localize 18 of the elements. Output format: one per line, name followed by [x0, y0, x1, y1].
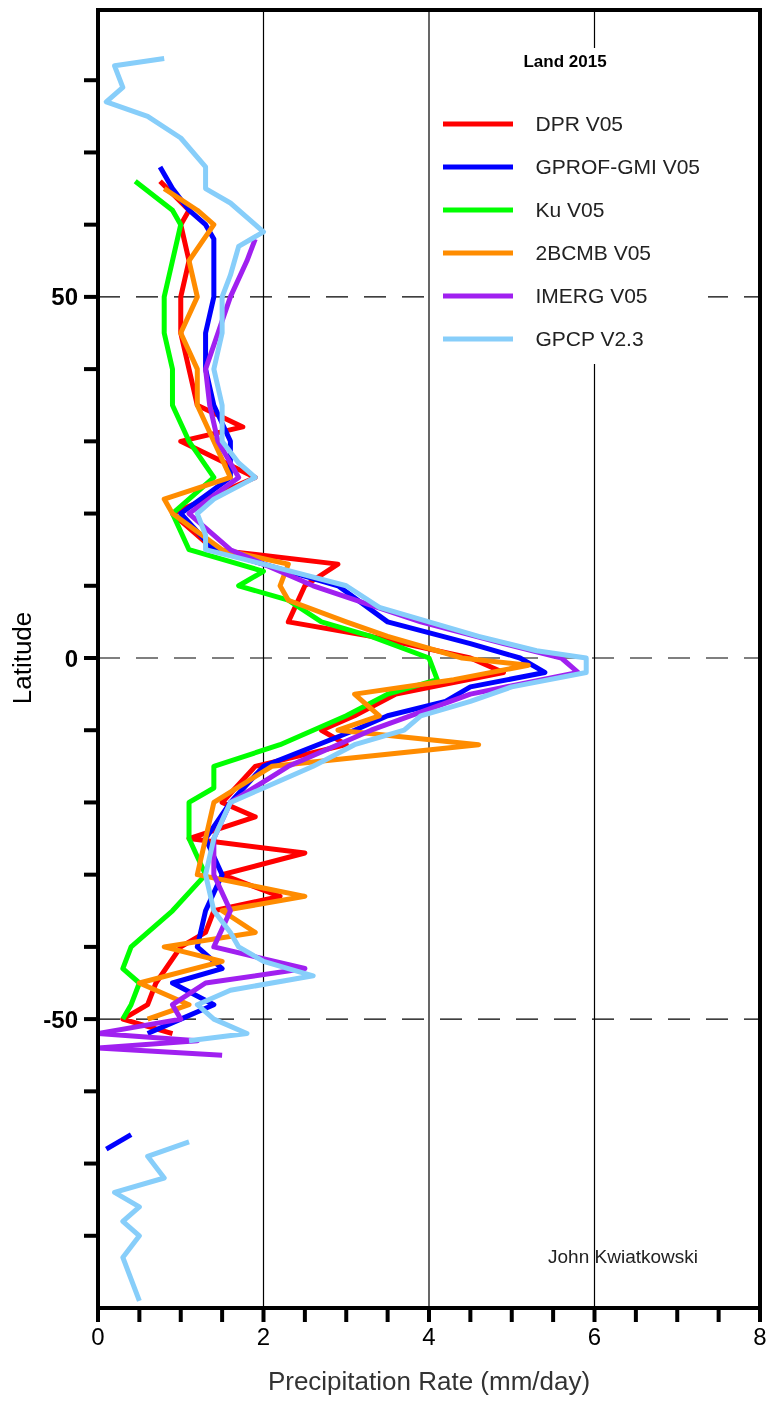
- legend-title: Land 2015: [523, 52, 608, 72]
- legend-label: Ku V05: [535, 197, 605, 222]
- y-tick-label: 0: [64, 644, 78, 672]
- legend-label: GPCP V2.3: [535, 326, 644, 351]
- annotation: John Kwiatkowski: [548, 1246, 698, 1268]
- x-tick-label: 0: [91, 1323, 105, 1351]
- legend-label: 2BCMB V05: [535, 240, 652, 265]
- legend-label: IMERG V05: [535, 283, 648, 308]
- legend-label: GPROF-GMI V05: [535, 154, 700, 179]
- legend-label: DPR V05: [535, 111, 624, 136]
- x-tick-label: 2: [256, 1323, 271, 1351]
- x-axis-title: Precipitation Rate (mm/day): [267, 1366, 591, 1396]
- x-tick-label: 4: [422, 1323, 436, 1351]
- x-tick-label: 6: [587, 1323, 602, 1351]
- x-tick-label: 8: [753, 1323, 767, 1351]
- y-tick-label: 50: [51, 283, 78, 311]
- y-tick-label: -50: [43, 1005, 78, 1033]
- y-axis-title: Latitude: [7, 611, 38, 705]
